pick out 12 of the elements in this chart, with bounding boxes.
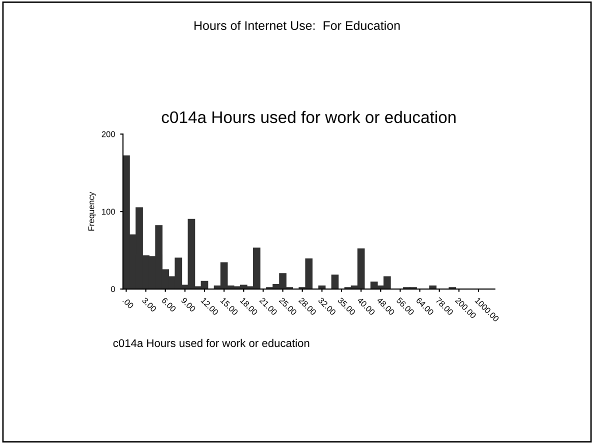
y-tick-label: 0 [111,286,115,292]
y-axis-title: Frequency [88,192,96,231]
y-tick-label: 100 [102,208,115,215]
y-tick-label: 200 [102,131,115,138]
x-tick-label: 6.00 [161,297,176,312]
x-tick-label: .00 [122,297,134,309]
chart-title: Hours of Internet Use: For Education [194,20,400,30]
x-tick-label: 3.00 [142,297,157,312]
x-axis-title: c014a Hours used for work or education [113,338,310,348]
bar [331,274,339,290]
x-tick-label: 9.00 [180,297,196,312]
chart-subtitle: c014a Hours used for work or education [162,110,456,124]
